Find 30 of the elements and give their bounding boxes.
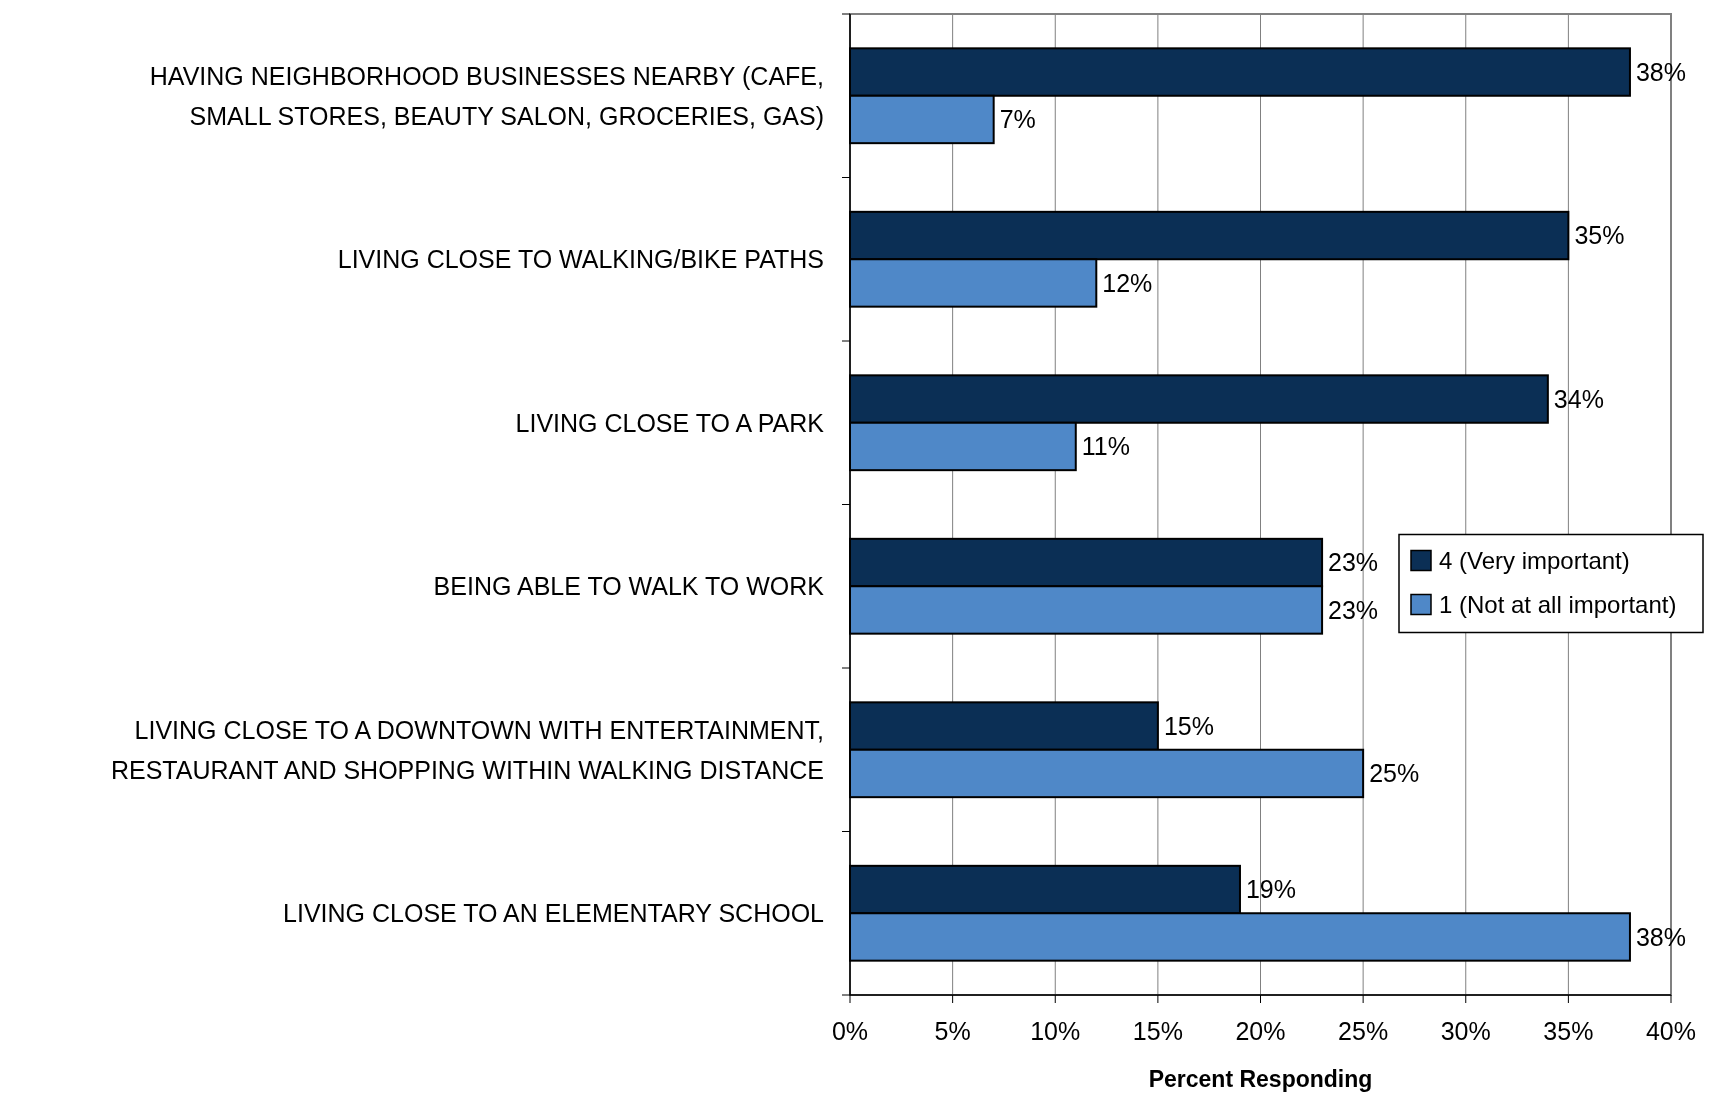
data-label: 15%: [1163, 711, 1214, 740]
data-label: 38%: [1635, 922, 1686, 951]
x-tick-label: 5%: [934, 1017, 971, 1045]
legend-label: 4 (Very important): [1439, 546, 1630, 574]
x-tick-label: 35%: [1543, 1017, 1594, 1045]
x-axis-title: Percent Responding: [1148, 1066, 1373, 1092]
data-label: 23%: [1328, 548, 1379, 577]
x-tick-label: 40%: [1645, 1017, 1697, 1045]
data-label: 12%: [1102, 268, 1153, 297]
x-tick-label: 25%: [1338, 1017, 1389, 1045]
x-tick-label: 20%: [1235, 1017, 1286, 1045]
data-label: 38%: [1635, 57, 1686, 86]
y-tick-label: LIVING CLOSE TO WALKING/BIKE PATHS: [337, 245, 824, 273]
data-label: 35%: [1574, 221, 1625, 250]
x-tick-label: 30%: [1440, 1017, 1491, 1045]
legend-label: 1 (Not at all important): [1439, 590, 1677, 618]
y-tick-label: LIVING CLOSE TO A DOWNTOWN WITH ENTERTAINMENT, RESTAURANT AND SHOPPING WITHIN WALKING DISTANCE: [110, 715, 824, 784]
x-tick-label: 0%: [831, 1017, 869, 1045]
x-tick-label: 10%: [1030, 1017, 1081, 1045]
data-label: 7%: [999, 105, 1036, 134]
data-label: 11%: [1081, 432, 1130, 461]
data-label: 19%: [1245, 875, 1297, 904]
y-tick-label: HAVING NEIGHBORHOOD BUSINESSES NEARBY (CAFE, SMALL STORES, BEAUTY SALON, GROCERIES, GAS): [149, 61, 824, 130]
x-tick-label: 15%: [1132, 1017, 1183, 1045]
y-tick-label: LIVING CLOSE TO AN ELEMENTARY SCHOOL: [283, 899, 825, 927]
y-tick-label: LIVING CLOSE TO A PARK: [515, 408, 825, 437]
data-label: 25%: [1369, 759, 1420, 788]
data-label: 23%: [1328, 595, 1379, 624]
y-tick-label: BEING ABLE TO WALK TO WORK: [433, 572, 825, 600]
data-label: 34%: [1553, 384, 1604, 413]
